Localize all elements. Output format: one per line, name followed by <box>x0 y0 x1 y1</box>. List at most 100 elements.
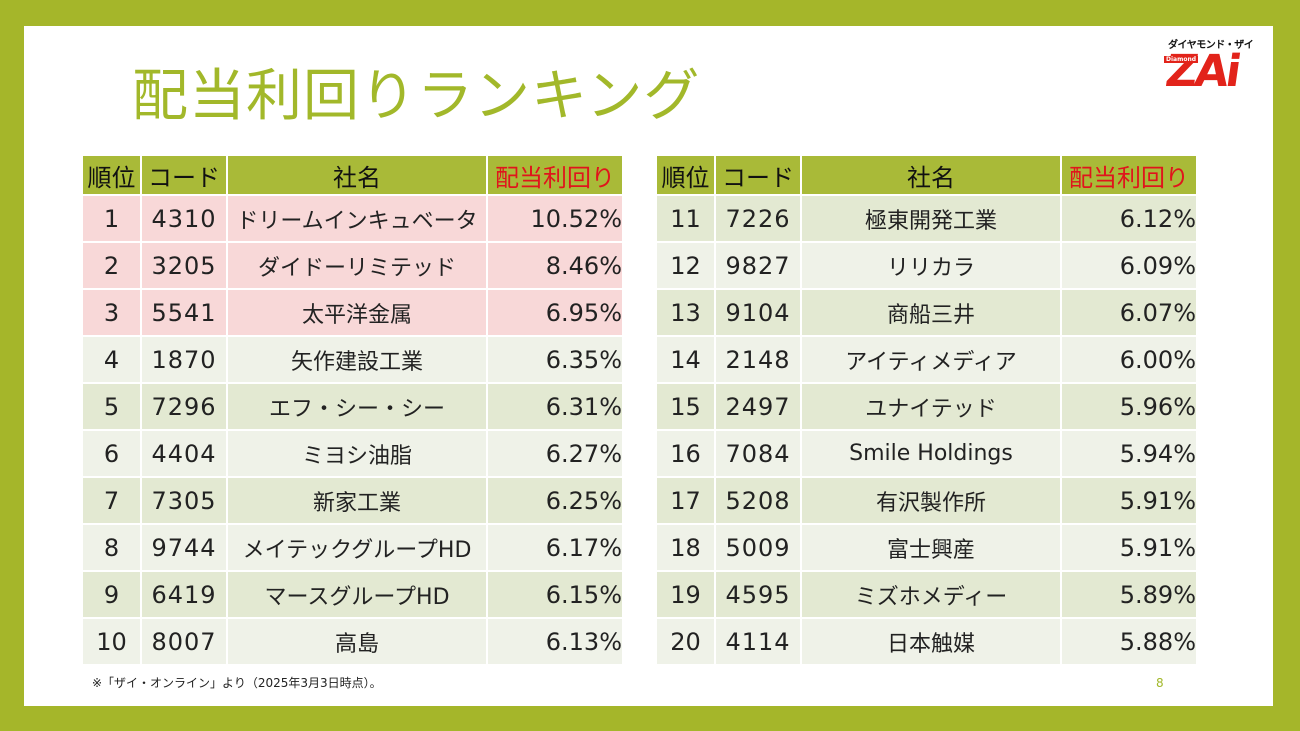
header-yield: 配当利回り <box>1061 156 1198 195</box>
code-cell: 9104 <box>715 288 802 336</box>
code-cell: 5541 <box>141 288 228 336</box>
company-name-cell: Smile Holdings <box>801 429 1062 477</box>
table-row: 14 2148 アイティメディア 6.00% <box>657 335 1198 383</box>
table-row: 3 5541 太平洋金属 6.95% <box>83 288 624 336</box>
table-row: 9 6419 マースグループHD 6.15% <box>83 570 624 618</box>
header-name: 社名 <box>801 156 1062 195</box>
code-cell: 4114 <box>715 617 802 664</box>
page-number: 8 <box>1156 676 1164 690</box>
table-row: 15 2497 ユナイテッド 5.96% <box>657 382 1198 430</box>
company-name-cell: 矢作建設工業 <box>227 335 488 383</box>
rank-cell: 18 <box>657 523 716 571</box>
rank-cell: 3 <box>83 288 142 336</box>
rank-cell: 10 <box>83 617 142 664</box>
table-row: 20 4114 日本触媒 5.88% <box>657 617 1198 664</box>
table-row: 10 8007 高島 6.13% <box>83 617 624 664</box>
rank-cell: 11 <box>657 194 716 242</box>
table-header-row: 順位 コード 社名 配当利回り <box>83 156 624 195</box>
table-row: 13 9104 商船三井 6.07% <box>657 288 1198 336</box>
header-rank: 順位 <box>657 156 716 195</box>
yield-cell: 5.88% <box>1061 617 1198 664</box>
company-name-cell: エフ・シー・シー <box>227 382 488 430</box>
rank-cell: 6 <box>83 429 142 477</box>
code-cell: 9744 <box>141 523 228 571</box>
yield-cell: 5.89% <box>1061 570 1198 618</box>
yield-cell: 8.46% <box>487 241 624 289</box>
code-cell: 6419 <box>141 570 228 618</box>
rank-cell: 4 <box>83 335 142 383</box>
ranking-table-left: 順位 コード 社名 配当利回り 1 4310 ドリームインキュベータ 10.52% 2 3… <box>83 156 624 664</box>
company-name-cell: 太平洋金属 <box>227 288 488 336</box>
rank-cell: 19 <box>657 570 716 618</box>
code-cell: 7305 <box>141 476 228 524</box>
code-cell: 1870 <box>141 335 228 383</box>
slide-title: 配当利回りランキング <box>132 64 701 129</box>
table-row: 5 7296 エフ・シー・シー 6.31% <box>83 382 624 430</box>
code-cell: 7226 <box>715 194 802 242</box>
yield-cell: 5.94% <box>1061 429 1198 477</box>
company-name-cell: 新家工業 <box>227 476 488 524</box>
yield-cell: 6.17% <box>487 523 624 571</box>
rank-cell: 15 <box>657 382 716 430</box>
company-name-cell: アイティメディア <box>801 335 1062 383</box>
header-name: 社名 <box>227 156 488 195</box>
code-cell: 5208 <box>715 476 802 524</box>
table-row: 2 3205 ダイドーリミテッド 8.46% <box>83 241 624 289</box>
code-cell: 7296 <box>141 382 228 430</box>
rank-cell: 17 <box>657 476 716 524</box>
code-cell: 2148 <box>715 335 802 383</box>
company-name-cell: リリカラ <box>801 241 1062 289</box>
yield-cell: 6.13% <box>487 617 624 664</box>
rank-cell: 1 <box>83 194 142 242</box>
company-name-cell: ドリームインキュベータ <box>227 194 488 242</box>
table-row: 4 1870 矢作建設工業 6.35% <box>83 335 624 383</box>
code-cell: 2497 <box>715 382 802 430</box>
yield-cell: 5.91% <box>1061 476 1198 524</box>
table-row: 6 4404 ミヨシ油脂 6.27% <box>83 429 624 477</box>
header-code: コード <box>141 156 228 195</box>
yield-cell: 6.25% <box>487 476 624 524</box>
code-cell: 4595 <box>715 570 802 618</box>
table-row: 11 7226 極東開発工業 6.12% <box>657 194 1198 242</box>
table-row: 7 7305 新家工業 6.25% <box>83 476 624 524</box>
zai-logo: ダイヤモンド・ザイ ZAi Diamond <box>1162 34 1262 97</box>
code-cell: 4310 <box>141 194 228 242</box>
slide: 配当利回りランキング ダイヤモンド・ザイ ZAi Diamond 順位 コード … <box>24 26 1273 706</box>
yield-cell: 6.15% <box>487 570 624 618</box>
rank-cell: 8 <box>83 523 142 571</box>
table-header-row: 順位 コード 社名 配当利回り <box>657 156 1198 195</box>
yield-cell: 6.31% <box>487 382 624 430</box>
source-note: ※「ザイ・オンライン」より（2025年3月3日時点）。 <box>92 676 382 690</box>
table-row: 16 7084 Smile Holdings 5.94% <box>657 429 1198 477</box>
company-name-cell: 極東開発工業 <box>801 194 1062 242</box>
company-name-cell: 高島 <box>227 617 488 664</box>
logo-sub: Diamond <box>1164 56 1199 63</box>
code-cell: 4404 <box>141 429 228 477</box>
company-name-cell: 商船三井 <box>801 288 1062 336</box>
rank-cell: 12 <box>657 241 716 289</box>
table-row: 8 9744 メイテックグループHD 6.17% <box>83 523 624 571</box>
company-name-cell: ミズホメディー <box>801 570 1062 618</box>
table-row: 1 4310 ドリームインキュベータ 10.52% <box>83 194 624 242</box>
yield-cell: 5.91% <box>1061 523 1198 571</box>
logo-kana: ダイヤモンド・ザイ <box>1168 40 1254 51</box>
company-name-cell: メイテックグループHD <box>227 523 488 571</box>
code-cell: 3205 <box>141 241 228 289</box>
table-row: 12 9827 リリカラ 6.09% <box>657 241 1198 289</box>
company-name-cell: ダイドーリミテッド <box>227 241 488 289</box>
header-rank: 順位 <box>83 156 142 195</box>
company-name-cell: ユナイテッド <box>801 382 1062 430</box>
code-cell: 8007 <box>141 617 228 664</box>
yield-cell: 6.07% <box>1061 288 1198 336</box>
yield-cell: 6.00% <box>1061 335 1198 383</box>
ranking-table-right: 順位 コード 社名 配当利回り 11 7226 極東開発工業 6.12% 12 9827 リ… <box>657 156 1198 664</box>
company-name-cell: 有沢製作所 <box>801 476 1062 524</box>
rank-cell: 14 <box>657 335 716 383</box>
yield-cell: 10.52% <box>487 194 624 242</box>
header-yield: 配当利回り <box>487 156 624 195</box>
yield-cell: 5.96% <box>1061 382 1198 430</box>
rank-cell: 20 <box>657 617 716 664</box>
yield-cell: 6.12% <box>1061 194 1198 242</box>
company-name-cell: 日本触媒 <box>801 617 1062 664</box>
company-name-cell: 富士興産 <box>801 523 1062 571</box>
